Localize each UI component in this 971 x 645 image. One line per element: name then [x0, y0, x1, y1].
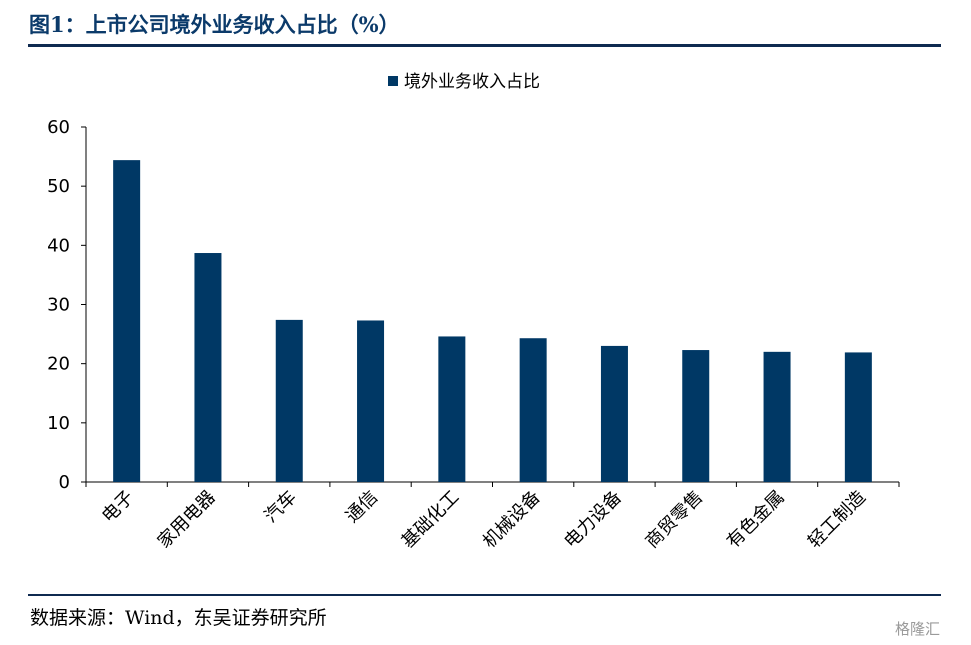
- chart-legend: 境外业务收入占比: [388, 72, 540, 92]
- top-divider: [28, 44, 941, 47]
- x-category-label: 家用电器: [154, 487, 220, 553]
- figure-title: 图1：上市公司境外业务收入占比（%）: [29, 12, 400, 37]
- chart-bars: [113, 160, 872, 482]
- bar-chart: 境外业务收入占比 0 10 20 30 40 50 60 电子 家用电器 汽车 通信 基础化工 机械设…: [47, 72, 900, 553]
- x-category-label: 机械设备: [479, 487, 545, 553]
- y-tick-label: 0: [59, 472, 70, 493]
- bottom-divider: [28, 594, 941, 596]
- source-note: 数据来源：Wind，东吴证券研究所: [30, 607, 327, 629]
- bar: [763, 351, 791, 482]
- y-tick-label: 30: [47, 295, 70, 316]
- bar: [275, 319, 303, 482]
- bar: [113, 160, 141, 482]
- y-tick-label: 60: [47, 117, 70, 138]
- bar: [844, 352, 872, 482]
- y-tick-label: 20: [47, 354, 70, 375]
- bar: [682, 350, 710, 482]
- bar: [357, 320, 385, 482]
- watermark-text: 格隆汇: [895, 620, 941, 638]
- bar: [438, 336, 466, 482]
- bar: [194, 253, 222, 482]
- x-category-label: 电力设备: [560, 487, 626, 553]
- x-category-label: 轻工制造: [804, 487, 870, 553]
- x-category-label: 汽车: [260, 487, 300, 527]
- x-category-label: 通信: [342, 487, 382, 527]
- x-category-label: 基础化工: [398, 487, 464, 553]
- x-category-label: 有色金属: [723, 487, 789, 553]
- y-tick-label: 40: [47, 235, 70, 256]
- chart-axes: 0 10 20 30 40 50 60: [47, 117, 900, 493]
- bar: [600, 345, 628, 482]
- y-tick-label: 50: [47, 176, 70, 197]
- legend-swatch: [388, 76, 398, 86]
- chart-category-labels: 电子 家用电器 汽车 通信 基础化工 机械设备 电力设备 商贸零售 有色金属 轻工制造: [98, 487, 870, 553]
- x-category-label: 电子: [98, 487, 138, 527]
- legend-label: 境外业务收入占比: [404, 72, 540, 92]
- y-tick-label: 10: [47, 413, 70, 434]
- x-category-label: 商贸零售: [642, 487, 708, 553]
- bar: [519, 338, 547, 482]
